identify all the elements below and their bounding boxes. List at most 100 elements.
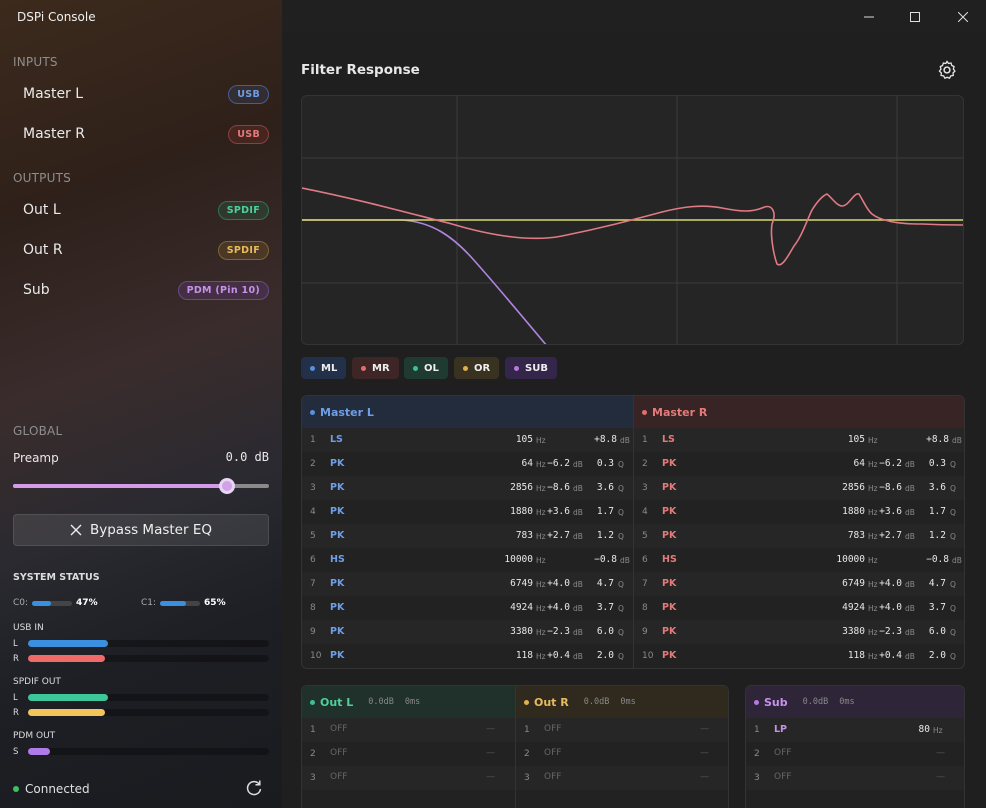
band-row[interactable]: 4 PK 1880 Hz +3.6 dB 1.7 Q <box>634 500 964 524</box>
band-q[interactable]: 3.6 <box>596 482 614 493</box>
input-master-l[interactable]: Master L USB <box>13 78 269 110</box>
band-q[interactable]: 3.7 <box>928 602 946 613</box>
output-out-r[interactable]: Out R SPDIF <box>13 234 269 266</box>
band-type[interactable]: PK <box>662 482 677 493</box>
band-gain[interactable]: −0.8 <box>594 554 617 565</box>
band-frequency[interactable]: 105 <box>847 434 865 445</box>
chip-ol[interactable]: OL <box>404 357 448 379</box>
band-row[interactable]: 6 HS 10000 Hz −0.8 dB <box>302 548 633 572</box>
band-gain[interactable]: −2.3 <box>879 626 902 637</box>
band-frequency[interactable]: 64 <box>853 458 865 469</box>
band-q[interactable]: 3.7 <box>596 602 614 613</box>
band-q[interactable]: 0.3 <box>928 458 946 469</box>
band-q[interactable]: 1.7 <box>928 506 946 517</box>
band-row[interactable]: 7 PK 6749 Hz +4.0 dB 4.7 Q <box>634 572 964 596</box>
preamp-slider-thumb[interactable] <box>218 478 235 494</box>
band-row[interactable]: 1 LS 105 Hz +8.8 dB <box>302 428 633 452</box>
band-type[interactable]: PK <box>662 626 677 637</box>
band-type[interactable]: PK <box>330 602 345 613</box>
band-frequency[interactable]: 783 <box>515 530 533 541</box>
output-band-row[interactable]: 1 LP 80 Hz <box>746 718 964 742</box>
output-band-row[interactable]: 3 OFF — <box>516 766 728 790</box>
band-type[interactable]: PK <box>330 530 345 541</box>
band-type[interactable]: PK <box>330 578 345 589</box>
band-gain[interactable]: +3.6 <box>547 506 570 517</box>
band-q[interactable]: 1.2 <box>596 530 614 541</box>
band-type[interactable]: PK <box>662 602 677 613</box>
band-type[interactable]: PK <box>662 650 677 661</box>
input-master-r[interactable]: Master R USB <box>13 118 269 150</box>
chip-ml[interactable]: ML <box>301 357 347 379</box>
output-sub[interactable]: Sub PDM (Pin 10) <box>13 274 269 306</box>
band-frequency[interactable]: 783 <box>847 530 865 541</box>
output-band-row[interactable]: 2 OFF — <box>516 742 728 766</box>
band-gain[interactable]: −6.2 <box>879 458 902 469</box>
band-frequency[interactable]: 3380 <box>510 626 533 637</box>
band-gain[interactable]: +3.6 <box>879 506 902 517</box>
band-frequency[interactable]: 2856 <box>510 482 533 493</box>
band-frequency[interactable]: 10000 <box>504 554 533 565</box>
refresh-icon[interactable] <box>244 778 264 798</box>
filter-response-graph[interactable] <box>301 95 964 345</box>
band-gain[interactable]: +4.0 <box>879 602 902 613</box>
band-row[interactable]: 6 HS 10000 Hz −0.8 dB <box>634 548 964 572</box>
band-row[interactable]: 10 PK 118 Hz +0.4 dB 2.0 Q <box>634 644 964 668</box>
chip-mr[interactable]: MR <box>352 357 399 379</box>
bypass-master-eq-button[interactable]: Bypass Master EQ <box>13 514 269 546</box>
band-gain[interactable]: +4.0 <box>879 578 902 589</box>
band-row[interactable]: 4 PK 1880 Hz +3.6 dB 1.7 Q <box>302 500 633 524</box>
band-row[interactable]: 8 PK 4924 Hz +4.0 dB 3.7 Q <box>302 596 633 620</box>
output-band-row[interactable]: 1 OFF — <box>302 718 515 742</box>
band-gain[interactable]: −0.8 <box>926 554 949 565</box>
band-gain[interactable]: +0.4 <box>879 650 902 661</box>
band-type[interactable]: PK <box>330 626 345 637</box>
band-frequency[interactable]: 118 <box>515 650 533 661</box>
band-q[interactable]: 6.0 <box>928 626 946 637</box>
band-q[interactable]: 1.7 <box>596 506 614 517</box>
band-gain[interactable]: +0.4 <box>547 650 570 661</box>
band-row[interactable]: 9 PK 3380 Hz −2.3 dB 6.0 Q <box>302 620 633 644</box>
band-frequency[interactable]: 118 <box>847 650 865 661</box>
band-type[interactable]: PK <box>330 506 345 517</box>
band-q[interactable]: 2.0 <box>928 650 946 661</box>
band-gain[interactable]: −2.3 <box>547 626 570 637</box>
gear-icon[interactable] <box>936 59 958 81</box>
band-gain[interactable]: +4.0 <box>547 602 570 613</box>
band-type[interactable]: LS <box>330 434 343 445</box>
band-row[interactable]: 2 PK 64 Hz −6.2 dB 0.3 Q <box>634 452 964 476</box>
output-out-l[interactable]: Out L SPDIF <box>13 194 269 226</box>
band-q[interactable]: 6.0 <box>596 626 614 637</box>
band-q[interactable]: 4.7 <box>596 578 614 589</box>
band-type[interactable]: PK <box>662 506 677 517</box>
band-q[interactable]: 3.6 <box>928 482 946 493</box>
band-q[interactable]: 2.0 <box>596 650 614 661</box>
maximize-button[interactable] <box>892 0 938 33</box>
band-type[interactable]: PK <box>330 650 345 661</box>
band-frequency[interactable]: 4924 <box>842 602 865 613</box>
band-row[interactable]: 5 PK 783 Hz +2.7 dB 1.2 Q <box>302 524 633 548</box>
minimize-button[interactable] <box>846 0 892 33</box>
band-gain[interactable]: +2.7 <box>547 530 570 541</box>
band-q[interactable]: 0.3 <box>596 458 614 469</box>
chip-or[interactable]: OR <box>454 357 500 379</box>
band-gain[interactable]: +4.0 <box>547 578 570 589</box>
output-band-row[interactable]: 2 OFF — <box>746 742 964 766</box>
band-type[interactable]: PK <box>662 578 677 589</box>
band-type[interactable]: LP <box>774 724 788 735</box>
preamp-slider[interactable] <box>13 478 269 494</box>
band-frequency[interactable]: 4924 <box>510 602 533 613</box>
band-row[interactable]: 8 PK 4924 Hz +4.0 dB 3.7 Q <box>634 596 964 620</box>
band-type[interactable]: PK <box>330 458 345 469</box>
chip-sub[interactable]: SUB <box>505 357 557 379</box>
band-frequency[interactable]: 1880 <box>842 506 865 517</box>
band-frequency[interactable]: 2856 <box>842 482 865 493</box>
band-type[interactable]: PK <box>330 482 345 493</box>
band-gain[interactable]: −8.6 <box>879 482 902 493</box>
output-band-row[interactable]: 3 OFF — <box>302 766 515 790</box>
band-type[interactable]: HS <box>330 554 345 565</box>
band-gain[interactable]: −6.2 <box>547 458 570 469</box>
band-frequency[interactable]: 64 <box>521 458 533 469</box>
close-button[interactable] <box>940 0 986 33</box>
band-row[interactable]: 9 PK 3380 Hz −2.3 dB 6.0 Q <box>634 620 964 644</box>
output-band-row[interactable]: 3 OFF — <box>746 766 964 790</box>
